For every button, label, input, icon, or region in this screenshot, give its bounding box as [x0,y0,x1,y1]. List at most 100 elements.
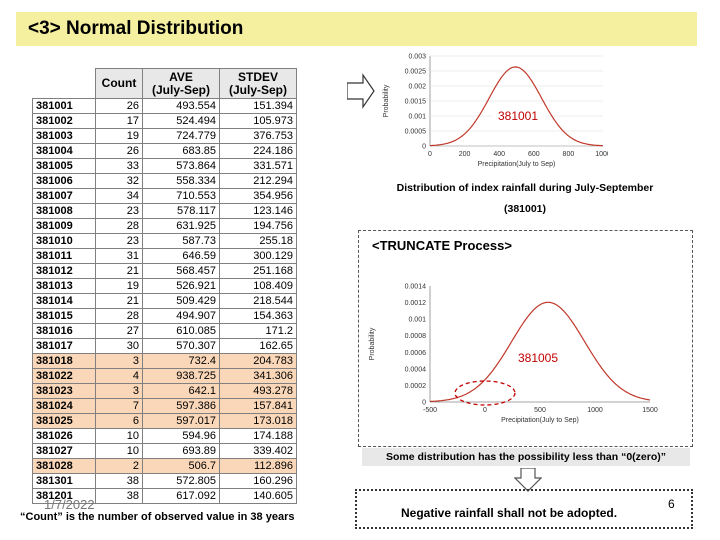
table-row: 381023 3 642.1 493.278 [32,383,297,399]
cell-ave: 572.805 [142,473,220,489]
table-row: 381008 23 578.117 123.146 [32,203,297,219]
cell-id: 381004 [32,143,96,159]
cell-id: 381015 [32,308,96,324]
cell-stdev: 160.296 [219,473,297,489]
cell-ave: 524.494 [142,113,220,129]
cell-ave: 710.553 [142,188,220,204]
cell-id: 381007 [32,188,96,204]
cell-count: 6 [95,413,143,429]
cell-stdev: 108.409 [219,278,297,294]
cell-id: 381003 [32,128,96,144]
cell-stdev: 300.129 [219,248,297,264]
page-number: 6 [668,497,675,511]
cell-id: 381027 [32,443,96,459]
truncate-title: <TRUNCATE Process> [372,238,512,253]
cell-count: 31 [95,248,143,264]
cell-id: 381024 [32,398,96,414]
cell-stdev: 376.753 [219,128,297,144]
cell-stdev: 331.571 [219,158,297,174]
cell-count: 19 [95,128,143,144]
table-row: 381016 27 610.085 171.2 [32,323,297,339]
cell-id: 381006 [32,173,96,189]
cell-id: 381028 [32,458,96,474]
cell-id: 381008 [32,203,96,219]
cell-ave: 578.117 [142,203,220,219]
table-row: 381025 6 597.017 173.018 [32,413,297,429]
chart-381005: 0 0.0002 0.0004 0.0006 0.0008 0.001 0.0012 0.00… [369,284,658,425]
cell-id: 381011 [32,248,96,264]
cell-ave: 610.085 [142,323,220,339]
page-title: <3> Normal Distribution [16,12,697,46]
station-table: Count AVE (July-Sep) STDEV (July-Sep) 3810… [32,68,297,504]
cell-id: 381025 [32,413,96,429]
footer-note: “Count” is the number of observed value … [20,511,295,523]
x-tick-label: 1000 [595,151,608,158]
cell-stdev: 251.168 [219,263,297,279]
table-row: 381001 26 493.554 151.394 [32,98,297,114]
cell-ave: 494.907 [142,308,220,324]
cell-count: 38 [95,473,143,489]
x-tick-label: 0 [428,151,432,158]
cell-stdev: 341.306 [219,368,297,384]
cell-id: 381301 [32,473,96,489]
table-row: 381022 4 938.725 341.306 [32,368,297,384]
cell-stdev: 171.2 [219,323,297,339]
table-row: 381007 34 710.553 354.956 [32,188,297,204]
table-row: 381014 21 509.429 218.544 [32,293,297,309]
cell-ave: 683.85 [142,143,220,159]
cell-count: 28 [95,218,143,234]
x-tick-label: 400 [493,151,505,158]
cell-id: 381022 [32,368,96,384]
cell-count: 10 [95,428,143,444]
y-tick-label: 0.0005 [405,129,427,136]
cell-count: 33 [95,158,143,174]
note-negative-possibility: Some distribution has the possibility le… [362,448,690,466]
x-tick-label: -500 [423,407,437,414]
cell-id: 381017 [32,338,96,354]
cell-stdev: 154.363 [219,308,297,324]
cell-ave: 642.1 [142,383,220,399]
cell-stdev: 173.018 [219,413,297,429]
cell-count: 7 [95,398,143,414]
cell-ave: 646.59 [142,248,220,264]
y-tick-label: 0 [422,400,426,407]
y-tick-label: 0.003 [408,54,426,61]
cell-count: 21 [95,263,143,279]
table-row: 381010 23 587.73 255.18 [32,233,297,249]
header-count: Count [95,68,143,99]
cell-count: 27 [95,323,143,339]
y-axis-label: Probability [369,327,376,360]
table-row: 381201 38 617.092 140.605 [32,488,297,504]
chart-label-bg [510,350,566,366]
cell-stdev: 212.294 [219,173,297,189]
table-row: 381004 26 683.85 224.186 [32,143,297,159]
cell-ave: 631.925 [142,218,220,234]
cell-ave: 587.73 [142,233,220,249]
cell-id: 381005 [32,158,96,174]
cell-stdev: 151.394 [219,98,297,114]
cell-count: 38 [95,488,143,504]
cell-id: 381016 [32,323,96,339]
cell-count: 3 [95,353,143,369]
cell-stdev: 194.756 [219,218,297,234]
cell-ave: 493.554 [142,98,220,114]
table-row: 381026 10 594.96 174.188 [32,428,297,444]
y-tick-label: 0.0025 [405,69,427,76]
truncate-box [358,230,693,447]
cell-stdev: 162.65 [219,338,297,354]
x-tick-label: 1000 [587,407,603,414]
table-row: 381012 21 568.457 251.168 [32,263,297,279]
cell-stdev: 140.605 [219,488,297,504]
x-tick-label: 0 [483,407,487,414]
down-arrow-icon [514,468,542,492]
cell-id: 381014 [32,293,96,309]
chart-381001: 0 0.0005 0.001 0.0015 0.002 0.0025 0.003 0 200 40… [383,54,608,169]
cell-id: 381009 [32,218,96,234]
x-tick-label: 200 [459,151,471,158]
cell-count: 26 [95,98,143,114]
y-tick-label: 0.0012 [405,300,427,307]
chart-label-bg [492,108,546,124]
table-row: 381015 28 494.907 154.363 [32,308,297,324]
cell-ave: 526.921 [142,278,220,294]
cell-ave: 693.89 [142,443,220,459]
